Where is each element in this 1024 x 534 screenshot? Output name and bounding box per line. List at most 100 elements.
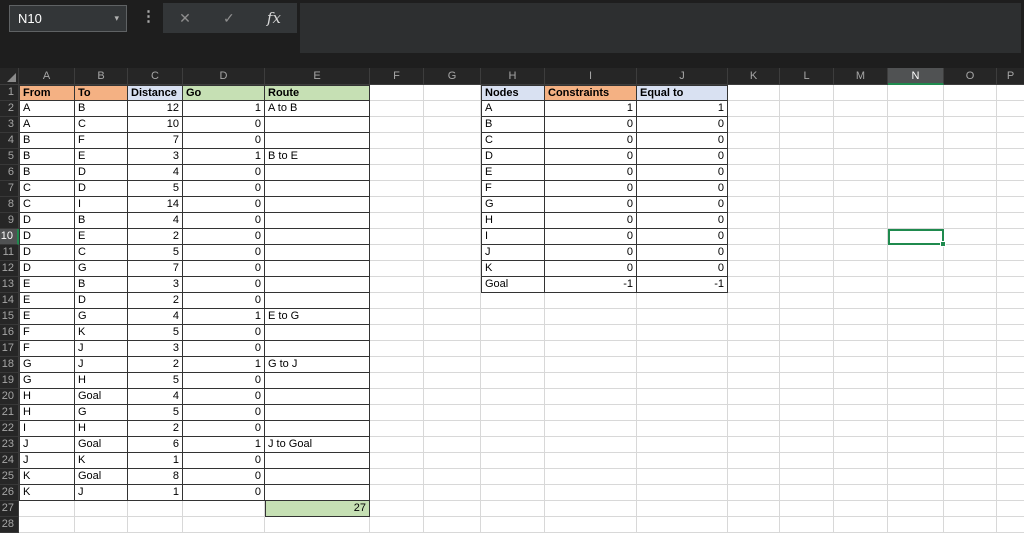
cell-B22[interactable]: H <box>75 421 128 437</box>
cell-I9[interactable]: 0 <box>545 213 637 229</box>
column-header-K[interactable]: K <box>728 68 780 85</box>
cell-D17[interactable]: 0 <box>183 341 265 357</box>
row-header-14[interactable]: 14 <box>0 293 19 309</box>
cell-H9[interactable]: H <box>481 213 545 229</box>
row-header-20[interactable]: 20 <box>0 389 19 405</box>
cell-J7[interactable]: 0 <box>637 181 728 197</box>
cell-C23[interactable]: 6 <box>128 437 183 453</box>
name-box-dropdown-icon[interactable]: ▾ <box>114 13 119 23</box>
row-header-10[interactable]: 10 <box>0 229 19 245</box>
sheet-grid[interactable]: From To Distance Go Route A B 12 1 A to B A C 10 0 B F 7… <box>0 68 1024 534</box>
cell-H7[interactable]: F <box>481 181 545 197</box>
cell-B18[interactable]: J <box>75 357 128 373</box>
cell-J6[interactable]: 0 <box>637 165 728 181</box>
cell-J9[interactable]: 0 <box>637 213 728 229</box>
row-header-8[interactable]: 8 <box>0 197 19 213</box>
column-header-L[interactable]: L <box>780 68 834 85</box>
row-header-13[interactable]: 13 <box>0 277 19 293</box>
cell-J1[interactable]: Equal to <box>637 85 728 101</box>
cell-D2[interactable]: 1 <box>183 101 265 117</box>
cell-D24[interactable]: 0 <box>183 453 265 469</box>
cell-C7[interactable]: 5 <box>128 181 183 197</box>
cell-A8[interactable]: C <box>19 197 75 213</box>
cell-A21[interactable]: H <box>19 405 75 421</box>
cell-B12[interactable]: G <box>75 261 128 277</box>
cell-B21[interactable]: G <box>75 405 128 421</box>
column-header-P[interactable]: P <box>997 68 1024 85</box>
cell-B19[interactable]: H <box>75 373 128 389</box>
cell-C16[interactable]: 5 <box>128 325 183 341</box>
cell-E19[interactable] <box>265 373 370 389</box>
cell-J12[interactable]: 0 <box>637 261 728 277</box>
row-header-21[interactable]: 21 <box>0 405 19 421</box>
cell-B10[interactable]: E <box>75 229 128 245</box>
row-header-5[interactable]: 5 <box>0 149 19 165</box>
cell-E27[interactable]: 27 <box>265 501 370 517</box>
cell-H13[interactable]: Goal <box>481 277 545 293</box>
cell-A24[interactable]: J <box>19 453 75 469</box>
row-header-24[interactable]: 24 <box>0 453 19 469</box>
cell-C4[interactable]: 7 <box>128 133 183 149</box>
cell-E7[interactable] <box>265 181 370 197</box>
column-header-E[interactable]: E <box>265 68 370 85</box>
cell-H1[interactable]: Nodes <box>481 85 545 101</box>
cell-D23[interactable]: 1 <box>183 437 265 453</box>
cell-D20[interactable]: 0 <box>183 389 265 405</box>
column-header-O[interactable]: O <box>944 68 997 85</box>
cell-E26[interactable] <box>265 485 370 501</box>
cell-C5[interactable]: 3 <box>128 149 183 165</box>
cell-B3[interactable]: C <box>75 117 128 133</box>
cell-E22[interactable] <box>265 421 370 437</box>
cell-D16[interactable]: 0 <box>183 325 265 341</box>
cell-D6[interactable]: 0 <box>183 165 265 181</box>
cell-E10[interactable] <box>265 229 370 245</box>
column-header-C[interactable]: C <box>128 68 183 85</box>
cell-C21[interactable]: 5 <box>128 405 183 421</box>
cell-D7[interactable]: 0 <box>183 181 265 197</box>
cell-A20[interactable]: H <box>19 389 75 405</box>
cell-D25[interactable]: 0 <box>183 469 265 485</box>
cell-J11[interactable]: 0 <box>637 245 728 261</box>
column-header-H[interactable]: H <box>481 68 545 85</box>
cell-E20[interactable] <box>265 389 370 405</box>
cell-J4[interactable]: 0 <box>637 133 728 149</box>
cell-A13[interactable]: E <box>19 277 75 293</box>
row-header-4[interactable]: 4 <box>0 133 19 149</box>
cell-A17[interactable]: F <box>19 341 75 357</box>
row-header-23[interactable]: 23 <box>0 437 19 453</box>
cell-E13[interactable] <box>265 277 370 293</box>
cell-E25[interactable] <box>265 469 370 485</box>
cell-B4[interactable]: F <box>75 133 128 149</box>
row-header-6[interactable]: 6 <box>0 165 19 181</box>
cell-B26[interactable]: J <box>75 485 128 501</box>
cell-A18[interactable]: G <box>19 357 75 373</box>
cell-A15[interactable]: E <box>19 309 75 325</box>
row-header-19[interactable]: 19 <box>0 373 19 389</box>
row-header-7[interactable]: 7 <box>0 181 19 197</box>
cell-I12[interactable]: 0 <box>545 261 637 277</box>
cell-C25[interactable]: 8 <box>128 469 183 485</box>
cell-E23[interactable]: J to Goal <box>265 437 370 453</box>
formula-bar[interactable] <box>300 3 1021 53</box>
row-header-2[interactable]: 2 <box>0 101 19 117</box>
cell-C24[interactable]: 1 <box>128 453 183 469</box>
cell-E18[interactable]: G to J <box>265 357 370 373</box>
column-header-M[interactable]: M <box>834 68 888 85</box>
cell-B2[interactable]: B <box>75 101 128 117</box>
cell-H6[interactable]: E <box>481 165 545 181</box>
cell-E12[interactable] <box>265 261 370 277</box>
cell-D13[interactable]: 0 <box>183 277 265 293</box>
cell-D11[interactable]: 0 <box>183 245 265 261</box>
row-header-11[interactable]: 11 <box>0 245 19 261</box>
cancel-icon[interactable]: ✕ <box>179 9 191 26</box>
cell-J5[interactable]: 0 <box>637 149 728 165</box>
cell-A5[interactable]: B <box>19 149 75 165</box>
cell-A10[interactable]: D <box>19 229 75 245</box>
enter-icon[interactable]: ✓ <box>222 9 235 26</box>
cell-B1[interactable]: To <box>75 85 128 101</box>
column-header-D[interactable]: D <box>183 68 265 85</box>
cell-A6[interactable]: B <box>19 165 75 181</box>
cell-A3[interactable]: A <box>19 117 75 133</box>
cell-C3[interactable]: 10 <box>128 117 183 133</box>
cell-E5[interactable]: B to E <box>265 149 370 165</box>
